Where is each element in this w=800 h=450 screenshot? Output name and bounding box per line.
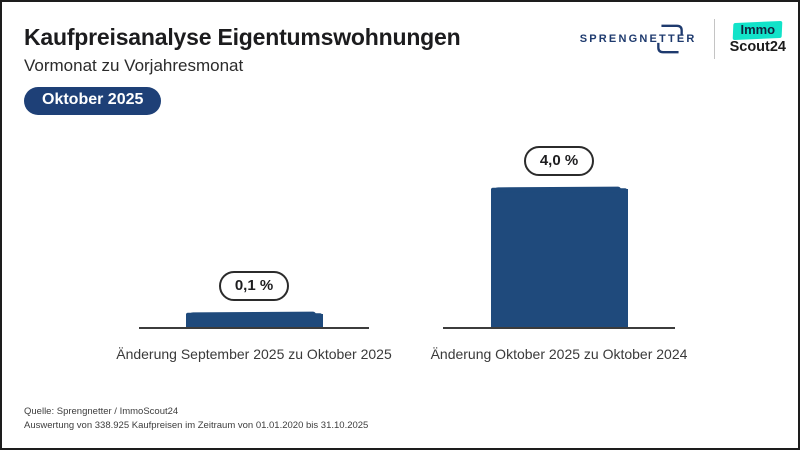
logo-area: SPRENGNETTER Immo Scout24 bbox=[580, 14, 786, 64]
axis-baseline bbox=[139, 327, 369, 329]
bar-group-year-over-year: 4,0 % Änderung Oktober 2025 zu Oktober 2… bbox=[431, 132, 687, 362]
sprengnetter-wordmark: SPRENGNETTER bbox=[579, 33, 697, 45]
bar-group-month-over-month: 0,1 % Änderung September 2025 zu Oktober… bbox=[116, 132, 392, 362]
category-label: Änderung Oktober 2025 zu Oktober 2024 bbox=[430, 346, 688, 362]
month-badge: Oktober 2025 bbox=[24, 87, 162, 115]
sprengnetter-logo: SPRENGNETTER bbox=[580, 14, 699, 64]
scout24-wordmark: Scout24 bbox=[729, 38, 786, 55]
immo-highlight: Immo bbox=[733, 22, 782, 39]
page-subtitle: Vormonat zu Vorjahresmonat bbox=[24, 56, 244, 75]
bar-month-over-month bbox=[185, 314, 323, 327]
page-title: Kaufpreisanalyse Eigentumswohnungen bbox=[24, 24, 461, 50]
sprengnetter-bracket-icon bbox=[656, 24, 683, 54]
source-note: Quelle: Sprengnetter / ImmoScout24 Auswe… bbox=[24, 405, 368, 433]
value-label-pill: 4,0 % bbox=[523, 146, 595, 176]
axis-baseline bbox=[443, 327, 675, 329]
source-line: Quelle: Sprengnetter / ImmoScout24 bbox=[24, 406, 179, 417]
value-label-pill: 0,1 % bbox=[218, 271, 290, 301]
evaluation-line: Auswertung von 338.925 Kaufpreisen im Ze… bbox=[24, 420, 369, 431]
logo-divider bbox=[713, 19, 715, 59]
category-label: Änderung September 2025 zu Oktober 2025 bbox=[116, 346, 392, 362]
immoscout24-logo: Immo Scout24 bbox=[730, 22, 786, 55]
bar-year-over-year bbox=[490, 189, 628, 327]
